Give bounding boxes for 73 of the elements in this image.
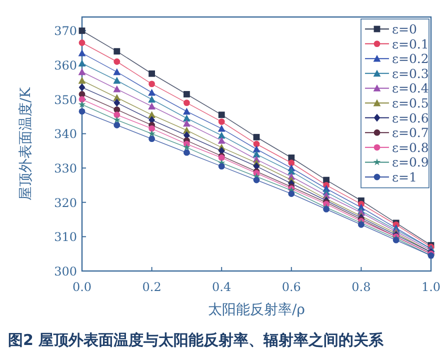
point xyxy=(78,76,86,84)
point xyxy=(78,68,86,76)
x-axis-title: 太阳能反射率/ρ xyxy=(208,302,305,318)
point xyxy=(148,125,155,132)
point xyxy=(218,132,226,139)
point xyxy=(323,206,330,212)
point xyxy=(114,122,120,128)
point xyxy=(184,149,190,156)
y-tick-label: 330 xyxy=(54,162,77,176)
point xyxy=(183,114,190,122)
x-tick-label: 0.8 xyxy=(352,280,371,294)
point xyxy=(113,68,121,76)
point xyxy=(114,112,120,118)
x-tick-label: 0.2 xyxy=(142,280,162,294)
point xyxy=(78,49,86,56)
legend-label: ε=0.6 xyxy=(392,110,429,126)
point xyxy=(78,96,86,103)
point xyxy=(253,176,260,184)
y-tick-label: 340 xyxy=(54,127,77,142)
point xyxy=(113,85,121,92)
legend-label: ε=0.2 xyxy=(392,51,429,66)
point xyxy=(218,136,226,144)
point xyxy=(253,134,260,140)
legend-label: ε=0.4 xyxy=(392,80,429,96)
point xyxy=(218,163,225,170)
point xyxy=(184,100,190,106)
legend-label: ε=0.7 xyxy=(392,125,429,140)
point xyxy=(78,83,86,92)
point xyxy=(114,98,120,107)
point xyxy=(148,80,155,88)
legend-label: ε=1 xyxy=(392,170,417,184)
x-tick-label: 0.6 xyxy=(282,280,301,294)
x-tick-label: 0.4 xyxy=(212,280,232,294)
point xyxy=(184,91,190,98)
caption: 图2 屋顶外表面温度与太阳能反射率、辐射率之间的关系 xyxy=(8,331,385,349)
point xyxy=(78,40,86,46)
y-tick-label: 350 xyxy=(54,92,77,107)
point xyxy=(114,48,120,55)
point xyxy=(148,130,156,137)
point xyxy=(148,96,156,103)
point xyxy=(288,190,295,197)
point xyxy=(183,120,190,127)
point xyxy=(183,144,190,151)
point xyxy=(78,60,86,67)
point xyxy=(218,118,225,125)
point xyxy=(148,88,156,96)
point xyxy=(218,112,225,118)
point xyxy=(78,100,86,108)
legend-label: ε=0.9 xyxy=(392,154,429,170)
point xyxy=(183,108,190,115)
y-tick-label: 320 xyxy=(54,196,77,210)
y-tick-label: 370 xyxy=(54,24,77,38)
y-axis-title: 屋顶外表面温度/K xyxy=(18,86,34,201)
point xyxy=(78,28,86,34)
legend-label: ε=0.5 xyxy=(392,96,429,110)
y-tick-label: 310 xyxy=(54,230,77,244)
point xyxy=(148,102,156,110)
point xyxy=(148,136,155,142)
legend-label: ε=0.1 xyxy=(392,36,429,52)
point xyxy=(288,160,295,166)
legend-label: ε=0.3 xyxy=(392,66,429,81)
x-tick-label: 0.0 xyxy=(72,280,92,294)
x-tick-label: 1.0 xyxy=(421,280,441,294)
legend-label: ε=0 xyxy=(392,22,417,36)
legend-label: ε=0.8 xyxy=(392,140,429,155)
point xyxy=(114,58,120,65)
point xyxy=(253,140,260,148)
point xyxy=(113,76,121,84)
y-tick-label: 300 xyxy=(54,264,77,278)
point xyxy=(148,70,155,77)
point xyxy=(78,108,86,115)
y-tick-label: 360 xyxy=(54,58,77,73)
point xyxy=(218,124,226,132)
